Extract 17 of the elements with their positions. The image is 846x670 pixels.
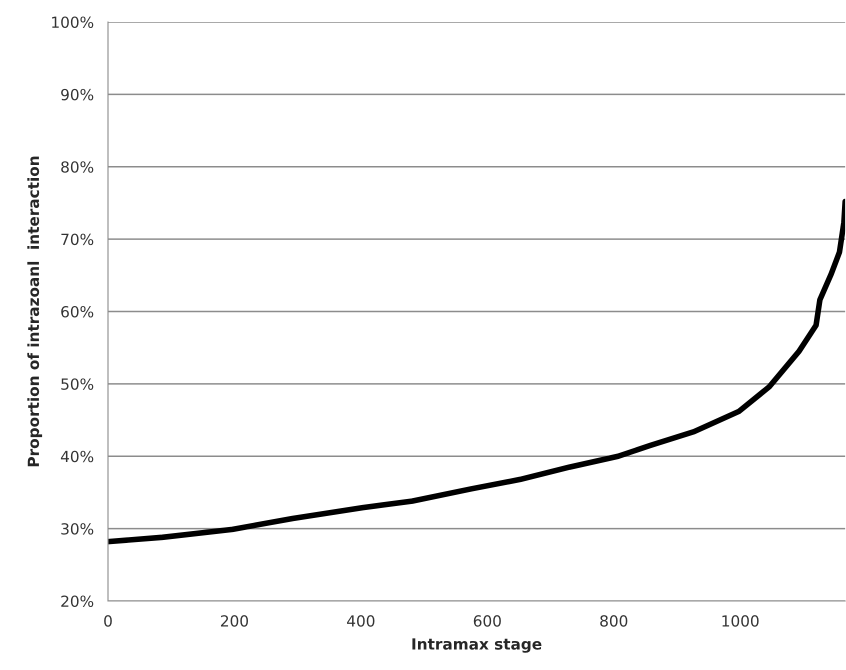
y-tick-label: 40% [60, 450, 94, 462]
y-tick-label: 50% [61, 378, 94, 390]
x-tick-label: 0 [104, 615, 112, 627]
x-axis-title: Intramax stage [412, 638, 542, 653]
x-tick-label: 200 [220, 615, 248, 627]
y-tick-label: 60% [61, 306, 94, 318]
y-tick-label: 90% [61, 88, 94, 100]
y-axis-title: Proportion of intrazoanl interaction [27, 156, 42, 466]
x-tick-label: 800 [600, 615, 628, 627]
y-tick-label: 80% [61, 161, 94, 173]
y-tick-label: 20% [61, 595, 94, 608]
x-tick-label: 400 [347, 615, 374, 627]
x-tick-label: 1000 [722, 615, 759, 627]
y-tick-label: 70% [61, 234, 94, 246]
x-tick-label: 600 [474, 615, 501, 627]
y-tick-label: 100% [52, 16, 94, 28]
y-tick-label: 30% [61, 523, 94, 535]
